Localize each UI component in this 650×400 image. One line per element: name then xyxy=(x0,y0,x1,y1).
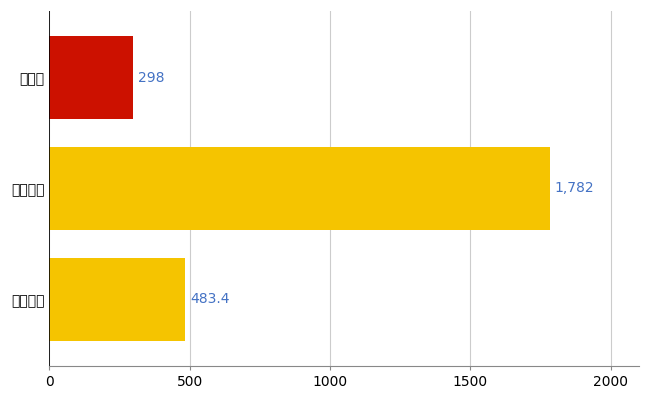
Text: 1,782: 1,782 xyxy=(554,182,594,196)
Text: 298: 298 xyxy=(138,71,164,85)
Bar xyxy=(49,36,133,119)
Bar xyxy=(49,258,185,341)
Bar xyxy=(49,147,550,230)
Text: 483.4: 483.4 xyxy=(190,292,229,306)
